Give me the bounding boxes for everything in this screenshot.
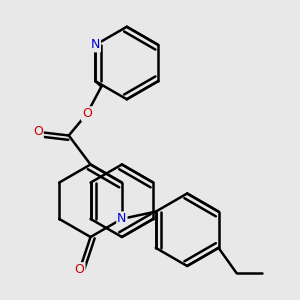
Text: O: O xyxy=(75,263,85,276)
Text: N: N xyxy=(91,38,100,51)
Text: O: O xyxy=(33,125,43,138)
Text: N: N xyxy=(117,212,127,225)
Text: O: O xyxy=(82,107,92,120)
